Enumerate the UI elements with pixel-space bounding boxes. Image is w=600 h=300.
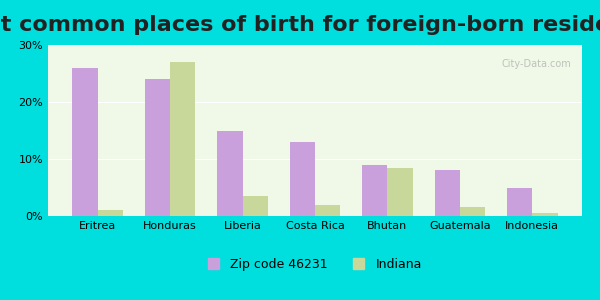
Bar [145,79,170,216]
Bar [362,165,388,216]
Bar [532,213,558,216]
Bar [72,68,98,216]
Legend: Zip code 46231, Indiana: Zip code 46231, Indiana [204,254,426,275]
Bar [434,170,460,216]
Bar [217,130,242,216]
Bar [507,188,532,216]
Bar [388,167,413,216]
Text: Most common places of birth for foreign-born residents: Most common places of birth for foreign-… [0,15,600,35]
Bar [242,196,268,216]
Text: City-Data.com: City-Data.com [502,59,571,69]
Bar [290,142,315,216]
Bar [315,205,340,216]
Bar [170,62,196,216]
Bar [98,210,123,216]
Bar [460,208,485,216]
